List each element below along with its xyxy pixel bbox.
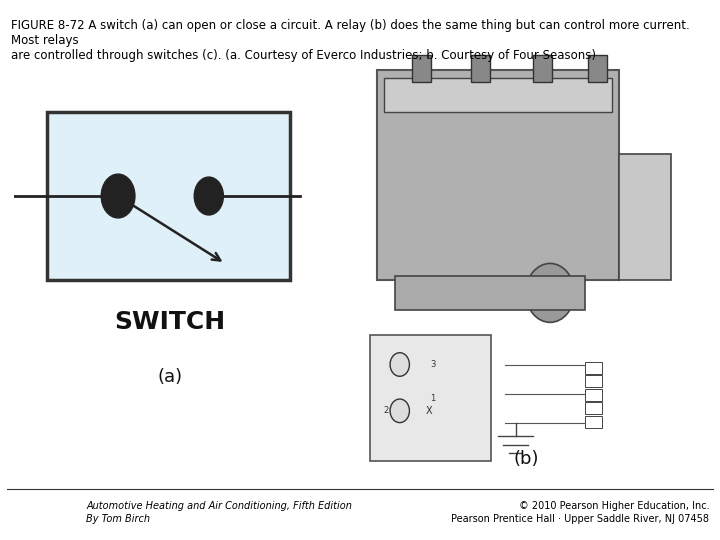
- Text: SWITCH: SWITCH: [114, 310, 225, 334]
- Circle shape: [194, 177, 223, 215]
- Bar: [47, 112, 290, 280]
- Text: Automotive Heating and Air Conditioning, Fifth Edition: Automotive Heating and Air Conditioning,…: [86, 501, 352, 511]
- Bar: [395, 276, 585, 310]
- Text: 3: 3: [430, 360, 436, 369]
- Bar: [377, 70, 619, 280]
- Bar: [471, 55, 490, 82]
- Bar: [585, 375, 602, 387]
- Text: © 2010 Pearson Higher Education, Inc.: © 2010 Pearson Higher Education, Inc.: [518, 501, 709, 511]
- Text: 2: 2: [383, 406, 389, 415]
- Text: PEARSON: PEARSON: [16, 501, 71, 510]
- Text: X: X: [426, 406, 433, 416]
- Bar: [384, 78, 612, 112]
- Text: FIGURE 8-72 A switch (a) can open or close a circuit. A relay (b) does the same : FIGURE 8-72 A switch (a) can open or clo…: [11, 19, 690, 62]
- Bar: [585, 389, 602, 401]
- Bar: [588, 55, 607, 82]
- Circle shape: [526, 264, 575, 322]
- Circle shape: [390, 399, 410, 423]
- Text: (b): (b): [513, 450, 539, 468]
- Text: 1: 1: [430, 394, 435, 403]
- Bar: [585, 362, 602, 374]
- Bar: [412, 55, 431, 82]
- Text: By Tom Birch: By Tom Birch: [86, 514, 150, 524]
- Bar: [533, 55, 552, 82]
- Bar: [370, 335, 491, 461]
- Bar: [585, 402, 602, 414]
- Text: Pearson Prentice Hall · Upper Saddle River, NJ 07458: Pearson Prentice Hall · Upper Saddle Riv…: [451, 514, 709, 524]
- Bar: [585, 416, 602, 428]
- Text: ~~~~~~~~~: ~~~~~~~~~: [17, 517, 70, 524]
- Polygon shape: [619, 154, 671, 280]
- Circle shape: [102, 174, 135, 218]
- Circle shape: [390, 353, 410, 376]
- Text: (a): (a): [158, 368, 182, 386]
